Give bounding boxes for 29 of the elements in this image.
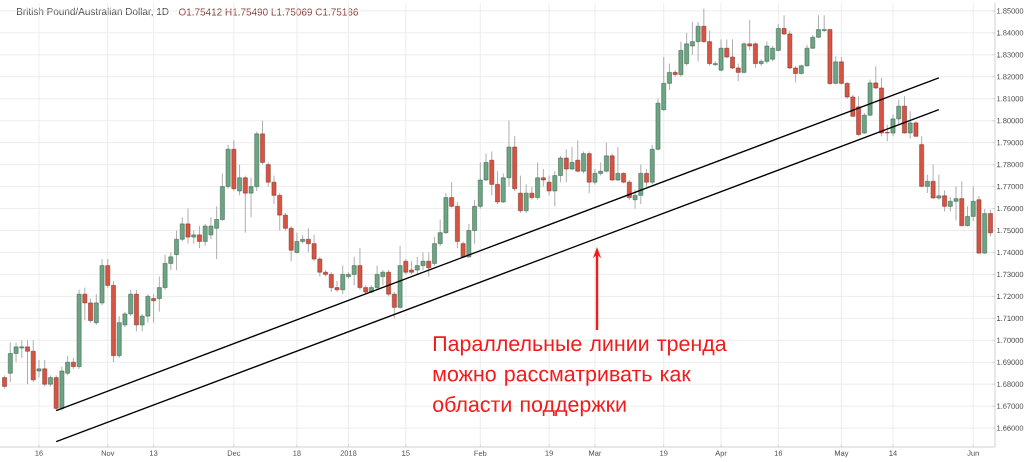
candlestick (575, 140, 581, 173)
candlestick (563, 148, 569, 183)
candlestick (925, 174, 930, 194)
candlestick (197, 225, 202, 249)
candlestick (581, 151, 586, 174)
candlestick (615, 146, 621, 182)
candlestick (426, 252, 432, 277)
candlestick (36, 359, 42, 379)
candlestick (988, 209, 993, 237)
candlestick (523, 183, 529, 214)
candlestick (191, 230, 197, 245)
candlestick (833, 55, 838, 85)
candlestick (936, 174, 942, 201)
candlestick (237, 164, 242, 196)
candlestick (546, 175, 552, 196)
chart-subtitle: O1.75412 H1.75490 L1.75069 C1.75186 (178, 8, 358, 16)
candlestick (541, 168, 546, 187)
candlestick (535, 162, 540, 201)
candlestick (529, 186, 535, 201)
candlestick (151, 293, 156, 324)
annotation: Параллельные линии тренда можно рассматривать как области поддержки (433, 336, 727, 417)
chart-title: British Pound/Australian Dollar, 1D (17, 7, 169, 17)
candlestick (185, 208, 191, 245)
candlestick (907, 110, 913, 140)
candlestick (243, 175, 248, 234)
candlestick (930, 164, 936, 200)
candlestick (942, 189, 947, 212)
candlestick (518, 175, 523, 214)
candlestick (42, 359, 48, 387)
